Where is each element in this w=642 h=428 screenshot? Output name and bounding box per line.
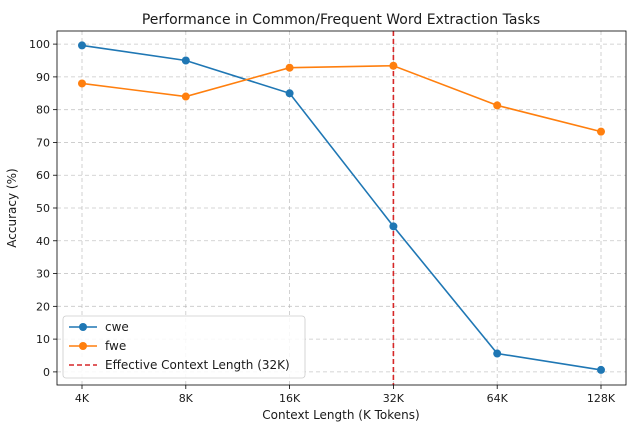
legend-box [62,315,306,379]
x-axis: 4K 8K 16K 32K 64K 128K [75,385,616,405]
data-point-fwe [78,79,86,88]
series-layer [78,41,605,374]
data-point-cwe [181,56,190,65]
y-axis-label: Accuracy (%) [5,168,19,247]
y-tick-label: 50 [36,202,50,215]
data-point-cwe [78,41,86,50]
legend-label-fwe: fwe [105,339,126,353]
y-tick-label: 100 [29,38,50,51]
y-tick-label: 0 [43,366,50,379]
legend-marker-cwe [79,323,87,331]
series-cwe [78,41,605,374]
x-axis-label: Context Length (K Tokens) [262,408,419,422]
legend-marker-fwe [79,342,87,350]
x-tick-label: 8K [179,392,194,405]
series-line-cwe [81,44,602,371]
data-point-fwe [493,101,502,110]
y-axis: 0 10 20 30 40 50 60 70 80 90 100 [29,38,57,379]
y-tick-label: 60 [36,169,50,182]
y-tick-label: 10 [36,333,50,346]
series-fwe [78,61,605,136]
y-tick-label: 80 [36,104,50,117]
data-point-fwe [181,92,190,101]
y-tick-label: 20 [36,300,50,313]
x-tick-label: 4K [75,392,90,405]
y-tick-label: 30 [36,268,50,281]
legend-label-reference: Effective Context Length (32K) [105,358,290,372]
legend-label-cwe: cwe [105,320,129,334]
chart-title: Performance in Common/Frequent Word Extr… [142,12,540,28]
y-tick-label: 70 [36,136,50,149]
x-tick-label: 32K [383,392,405,405]
data-point-cwe [597,365,605,374]
data-point-cwe [389,222,398,231]
legend: cwe fwe Effective Context Length (32K) [62,315,306,379]
x-tick-label: 16K [279,392,301,405]
data-point-fwe [285,63,294,72]
x-tick-label: 128K [587,392,616,405]
y-tick-label: 90 [36,71,50,84]
data-point-cwe [493,349,502,358]
y-tick-label: 40 [36,235,50,248]
series-line-fwe [81,64,602,133]
data-point-cwe [285,89,294,98]
data-point-fwe [389,61,398,70]
data-point-fwe [597,127,605,136]
x-tick-label: 64K [487,392,509,405]
